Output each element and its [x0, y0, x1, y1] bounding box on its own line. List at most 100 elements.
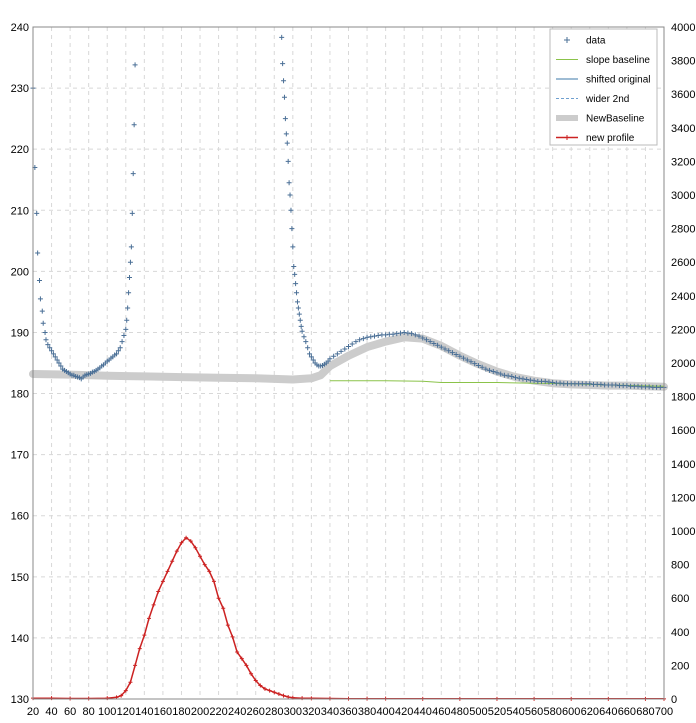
data-point — [420, 335, 426, 341]
y-tick-label: 230 — [11, 83, 29, 95]
data-point — [284, 140, 290, 146]
data-point — [542, 378, 548, 384]
data-point — [125, 305, 131, 311]
new-profile-point — [267, 688, 272, 693]
data-point — [346, 344, 351, 350]
y2-tick-label: 2400 — [671, 291, 695, 303]
y2-tick-label: 1000 — [671, 526, 695, 538]
new-profile-point — [184, 535, 189, 540]
data-point — [117, 345, 123, 351]
y-tick-label: 190 — [11, 327, 29, 339]
y2-tick-label: 600 — [671, 593, 689, 605]
legend-box — [549, 28, 658, 146]
data-point — [390, 331, 396, 337]
data-point — [449, 350, 455, 356]
data-point — [331, 353, 337, 359]
x-tick-label: 680 — [636, 706, 654, 718]
data-point — [498, 371, 504, 377]
x-tick-label: 320 — [302, 706, 320, 718]
data-point — [394, 331, 400, 337]
new-profile-point — [128, 680, 133, 685]
data-point — [128, 244, 134, 250]
data-point — [121, 333, 127, 339]
new-profile-point — [230, 634, 235, 639]
x-tick-label: 500 — [469, 706, 487, 718]
data-point — [42, 329, 48, 335]
x-tick-label: 640 — [599, 706, 617, 718]
y-tick-label: 210 — [11, 205, 29, 217]
data-point — [294, 299, 300, 305]
data-point — [431, 340, 437, 346]
y2-tick-label: 3400 — [671, 123, 695, 135]
data-point — [289, 226, 295, 232]
data-point — [43, 337, 49, 343]
data-point — [509, 373, 515, 379]
new-profile-point — [105, 696, 110, 701]
data-point — [438, 344, 444, 350]
x-tick-label: 400 — [376, 706, 394, 718]
data-point — [371, 333, 377, 339]
data-point — [368, 334, 374, 340]
x-tick-label: 40 — [45, 706, 57, 718]
data-point — [50, 351, 56, 357]
data-point — [35, 250, 41, 256]
data-point — [446, 348, 452, 354]
x-tick-label: 480 — [451, 706, 469, 718]
data-point — [294, 290, 300, 296]
data-point — [287, 192, 293, 198]
data-point — [505, 373, 511, 379]
new-profile-point — [133, 663, 138, 668]
new-profile-point — [235, 649, 240, 654]
data-point — [281, 94, 287, 100]
data-point — [52, 354, 58, 360]
data-point — [130, 171, 136, 177]
data-point — [412, 332, 418, 338]
new-profile-point — [239, 656, 244, 661]
data-point — [442, 346, 448, 352]
x-tick-label: 360 — [339, 706, 357, 718]
x-tick-label: 20 — [27, 706, 39, 718]
x-tick-label: 260 — [247, 706, 265, 718]
x-tick-label: 60 — [64, 706, 76, 718]
data-point — [375, 333, 381, 339]
data-point — [54, 357, 60, 363]
data-point — [37, 296, 43, 302]
x-tick-label: 580 — [543, 706, 561, 718]
y2-tick-label: 1200 — [671, 492, 695, 504]
new-profile-point — [244, 663, 249, 668]
data-point — [409, 331, 415, 337]
data-point — [49, 348, 55, 354]
legend: data slope baseline shifted original wider … — [549, 28, 658, 146]
data-point — [131, 122, 137, 128]
data-point — [327, 356, 333, 362]
data-point — [127, 274, 133, 280]
x-tick-label: 300 — [284, 706, 302, 718]
data-point — [531, 378, 537, 384]
legend-symbol-data — [564, 37, 570, 43]
data-point — [132, 62, 138, 68]
data-point — [635, 383, 641, 389]
y2-tick-label: 2800 — [671, 224, 695, 236]
y2-tick-label: 2200 — [671, 324, 695, 336]
data-point — [360, 336, 366, 342]
new-profile-point — [327, 696, 332, 701]
data-point — [308, 354, 314, 360]
data-point — [516, 375, 522, 381]
legend-label: data — [586, 36, 606, 47]
data-point — [307, 351, 313, 357]
data-point — [114, 351, 120, 357]
data-point — [457, 353, 463, 359]
data-point — [45, 342, 51, 348]
new-profile-point — [156, 589, 161, 594]
y2-tick-label: 0 — [671, 694, 677, 706]
y-tick-label: 130 — [11, 694, 29, 706]
y-tick-label: 180 — [11, 389, 29, 401]
data-point — [461, 355, 467, 361]
data-point — [598, 381, 604, 387]
data-point — [383, 332, 389, 338]
x-tick-label: 80 — [83, 706, 95, 718]
series-new-profile — [33, 536, 664, 700]
data-point — [115, 348, 121, 354]
new-profile-point — [300, 696, 305, 701]
